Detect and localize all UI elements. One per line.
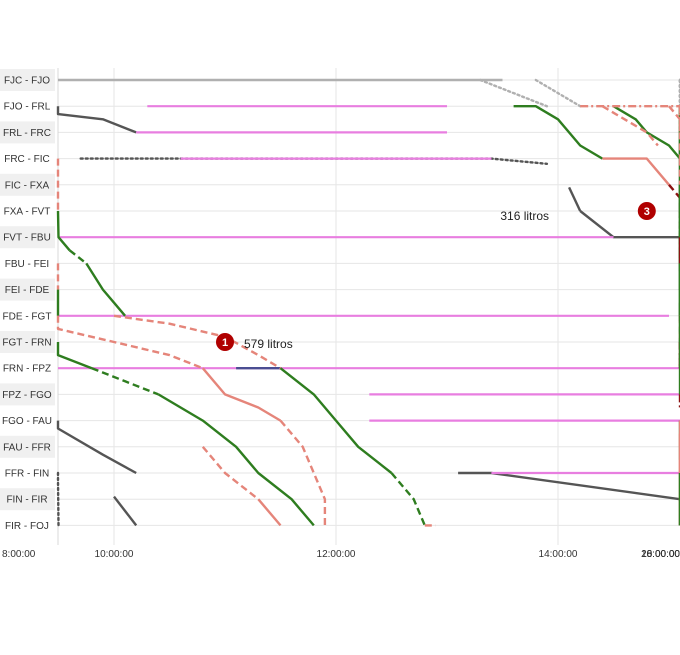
category-label-bg — [0, 69, 55, 91]
series-line-44 — [157, 393, 315, 527]
category-label: FAU - FFR — [3, 442, 51, 453]
series-line-36 — [85, 262, 127, 317]
marker-badge — [216, 333, 234, 351]
category-label: FVT - FBU — [3, 233, 51, 244]
series-line-5 — [568, 186, 582, 212]
time-tick-label: 16:00:00 — [641, 549, 680, 560]
category-label-bg — [0, 488, 55, 511]
series-line-0 — [56, 106, 137, 134]
series-line-40 — [201, 367, 282, 422]
category-label-bg — [0, 121, 55, 144]
time-tick-label: 8:00:00 — [2, 549, 36, 560]
category-label-bg — [0, 435, 55, 458]
category-label: FPZ - FGO — [2, 390, 52, 401]
marker-number: 3 — [644, 206, 650, 218]
series-line-47 — [390, 472, 426, 526]
series-line-59 — [602, 157, 670, 186]
category-label: FRC - FIC — [4, 154, 50, 165]
marker-label: 579 litros — [244, 337, 293, 351]
category-label: FRL - FRC — [3, 128, 51, 139]
series-line-52 — [612, 105, 680, 160]
category-label-bg — [0, 278, 55, 301]
category-label: FEI - FDE — [5, 285, 50, 296]
category-label: FIN - FIR — [6, 495, 47, 506]
category-label-bg — [0, 383, 55, 406]
series-line-60 — [668, 184, 680, 211]
category-label: FJO - FRL — [4, 102, 51, 113]
series-line-1 — [56, 420, 137, 475]
category-label-bg — [0, 331, 55, 353]
category-label: FFR - FIN — [5, 469, 49, 480]
series-line-46 — [279, 367, 393, 474]
series-line-39 — [56, 315, 204, 370]
time-tick-label: 10:00:00 — [95, 549, 134, 560]
series-line-56 — [580, 104, 680, 133]
category-axis: FJC - FJO FJO - FRL FRL - FRC FRC - FIC FIC … — [0, 69, 55, 532]
time-tick-label: 14:00:00 — [539, 549, 578, 560]
series-line-18 — [534, 78, 582, 108]
volume-annotation: 316 litros — [500, 209, 549, 223]
marker-number: 1 — [222, 337, 228, 349]
category-label: FIC - FXA — [5, 180, 50, 191]
series-line-43 — [91, 367, 159, 396]
category-label: FIR - FOJ — [5, 521, 49, 532]
category-label: FXA - FVT — [4, 207, 51, 218]
series-line-2 — [56, 471, 60, 527]
series-line-10 — [458, 471, 680, 526]
category-label: FRN - FPZ — [3, 364, 51, 375]
time-axis: 8:00:00 10:00:00 12:00:00 14:00:00 16:00:001… — [2, 549, 680, 560]
series-line-55 — [601, 105, 659, 147]
series-line-17 — [479, 78, 549, 108]
category-label-bg — [0, 173, 55, 196]
category-label-bg — [0, 226, 55, 249]
series-line-34 — [56, 210, 71, 252]
marker-badge — [637, 202, 656, 220]
category-label: FGT - FRN — [2, 338, 51, 349]
category-label: FGO - FAU — [2, 416, 52, 427]
series-layer — [56, 78, 680, 527]
series-line-57 — [668, 105, 680, 133]
series-line-51 — [513, 104, 604, 160]
series-line-50 — [257, 498, 282, 527]
category-label: FBU - FEI — [5, 259, 49, 270]
category-label: FJC - FJO — [4, 76, 50, 87]
time-tick-label: 18:00:00 — [641, 549, 680, 560]
series-line-3 — [113, 495, 138, 527]
category-label: FDE - FGT — [3, 311, 52, 322]
series-line-35 — [68, 249, 88, 265]
series-line-49 — [201, 446, 260, 501]
series-line-42 — [56, 342, 93, 370]
series-line-41 — [279, 419, 327, 526]
time-tick-label: 20:00:00 — [641, 549, 680, 560]
time-tick-label: 12:00:00 — [317, 549, 356, 560]
